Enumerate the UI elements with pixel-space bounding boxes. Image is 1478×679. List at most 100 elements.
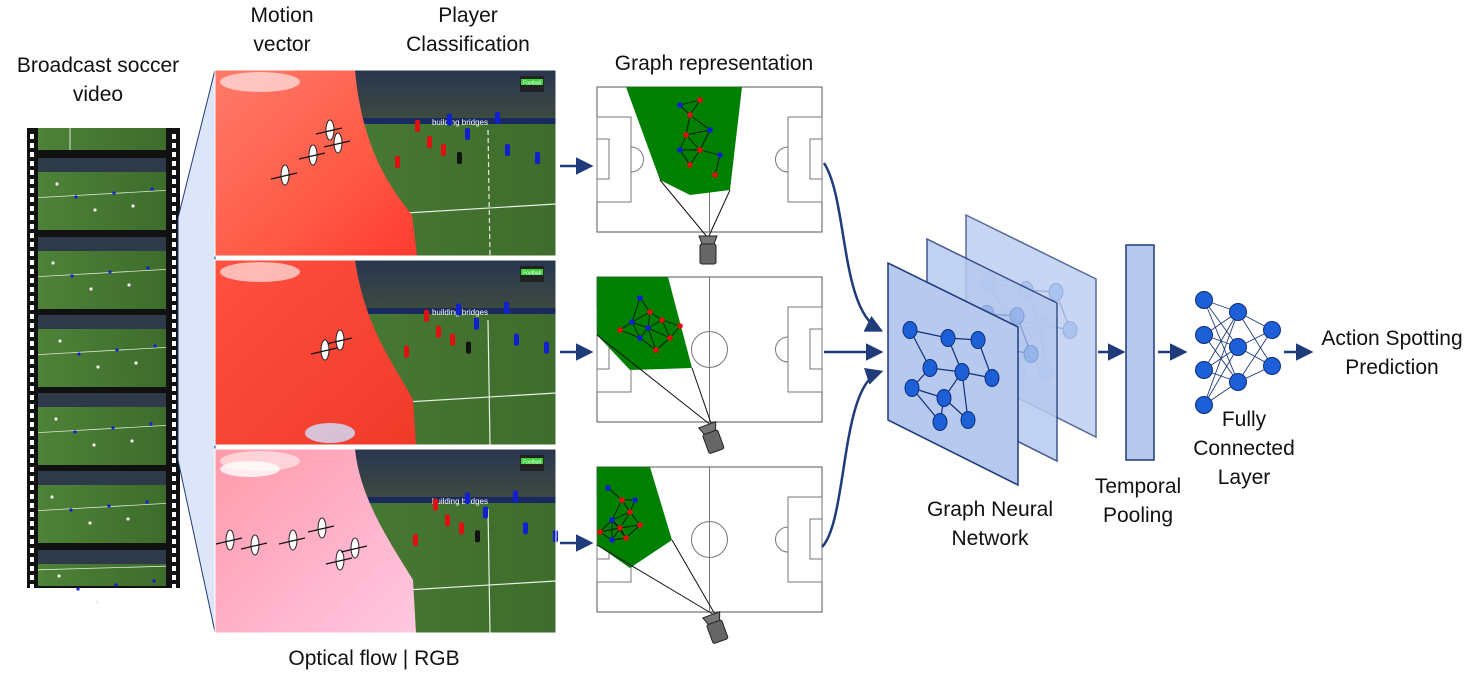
arrow-graph3-to-gnn	[821, 368, 884, 548]
sprocket-hole	[172, 287, 176, 292]
player-marker	[504, 301, 509, 314]
graph-edge	[607, 487, 623, 501]
channel-badge-text: Football	[523, 271, 541, 277]
zoom-callout	[177, 69, 216, 633]
sprocket-hole	[30, 431, 34, 436]
graph-node	[609, 537, 615, 543]
player-marker	[483, 506, 488, 519]
sprocket-hole	[30, 476, 34, 481]
graph-node	[707, 127, 713, 133]
label-motion-vector: Motion vector	[222, 1, 342, 59]
player-marker	[433, 498, 438, 511]
sprocket-hole	[30, 386, 34, 391]
arrow-graph1-to-gnn	[822, 162, 884, 332]
fc-connection	[1237, 329, 1273, 383]
film-frame	[37, 471, 167, 543]
sprocket-hole	[30, 179, 34, 184]
motion-vector-arrow	[325, 337, 353, 345]
sprocket-hole	[30, 359, 34, 364]
sprocket-hole	[30, 242, 34, 247]
player-marker	[424, 309, 429, 322]
fc-neuron	[1195, 291, 1213, 309]
graph-node	[659, 317, 665, 323]
sprocket-hole	[172, 566, 176, 571]
temporal-pooling-block	[1125, 244, 1155, 461]
label-output-line1: Action Spotting	[1321, 327, 1463, 350]
graph-edge	[619, 511, 631, 529]
fc-connection	[1203, 311, 1239, 371]
player-marker	[459, 522, 464, 535]
graph-node	[637, 335, 643, 341]
sprocket-hole	[30, 188, 34, 193]
sprocket-hole	[30, 323, 34, 328]
sprocket-hole	[30, 548, 34, 553]
sprocket-hole	[172, 494, 176, 499]
graph-edge	[631, 311, 651, 323]
sprocket-hole	[30, 458, 34, 463]
sprocket-hole	[30, 269, 34, 274]
graph-node	[647, 309, 653, 315]
sprocket-hole	[172, 197, 176, 202]
film-frame	[37, 158, 167, 230]
sprocket-hole	[172, 179, 176, 184]
sprocket-hole	[172, 386, 176, 391]
graph-edge	[661, 319, 681, 327]
player-marker	[447, 113, 452, 126]
sprocket-hole	[30, 494, 34, 499]
film-frame	[37, 237, 167, 309]
graph-edge	[639, 297, 651, 313]
fc-neuron	[1195, 326, 1213, 344]
camera-icon	[698, 235, 718, 265]
label-fc-layer-line1: Fully	[1221, 408, 1267, 431]
gnn-node	[960, 411, 976, 429]
fc-neuron	[1263, 357, 1281, 375]
sprocket-hole	[172, 584, 176, 589]
graph-edge	[619, 329, 641, 339]
graph-node	[597, 529, 603, 535]
sprocket-hole	[172, 548, 176, 553]
pipeline-arrows	[560, 157, 1314, 552]
label-output: Action Spotting Prediction	[1306, 324, 1478, 382]
sprocket-hole	[30, 566, 34, 571]
sprocket-hole	[172, 512, 176, 517]
player-marker	[456, 303, 461, 316]
player-marker	[445, 514, 450, 527]
graph-node	[677, 147, 683, 153]
sprocket-hole	[30, 584, 34, 589]
label-player-classification-line2: Classification	[406, 33, 530, 56]
broadcast-banner-text: building bridges	[432, 497, 488, 506]
player-marker	[495, 112, 500, 124]
sprocket-hole	[30, 377, 34, 382]
graph-pitches	[596, 86, 823, 644]
sprocket-hole	[30, 305, 34, 310]
broadcast-banner-text: building bridges	[432, 118, 488, 127]
motion-vector-arrow	[340, 545, 368, 553]
sprocket-hole	[30, 332, 34, 337]
graph-node	[637, 522, 643, 528]
sprocket-hole	[30, 170, 34, 175]
player-marker	[436, 325, 441, 338]
sprocket-hole	[172, 395, 176, 400]
graph-edge	[611, 499, 623, 521]
label-optical-flow-rgb: Optical flow | RGB	[288, 647, 460, 670]
sprocket-hole	[172, 377, 176, 382]
gnn-node	[984, 369, 1000, 387]
label-motion-vector-line2: vector	[253, 33, 311, 56]
sprocket-hole	[172, 503, 176, 508]
sprocket-hole	[172, 404, 176, 409]
graph-edge	[625, 524, 641, 539]
sprocket-hole	[30, 530, 34, 535]
sprocket-hole	[172, 539, 176, 544]
graph-node	[683, 132, 689, 138]
sprocket-hole	[30, 287, 34, 292]
sprocket-hole	[30, 350, 34, 355]
sprocket-hole	[30, 467, 34, 472]
sprocket-hole	[172, 467, 176, 472]
sprocket-hole	[172, 332, 176, 337]
sprocket-hole	[30, 278, 34, 283]
sprocket-hole	[30, 440, 34, 445]
player-marker	[457, 152, 462, 164]
sprocket-hole	[30, 134, 34, 139]
player-marker	[395, 156, 400, 168]
graph-edge	[714, 154, 721, 176]
